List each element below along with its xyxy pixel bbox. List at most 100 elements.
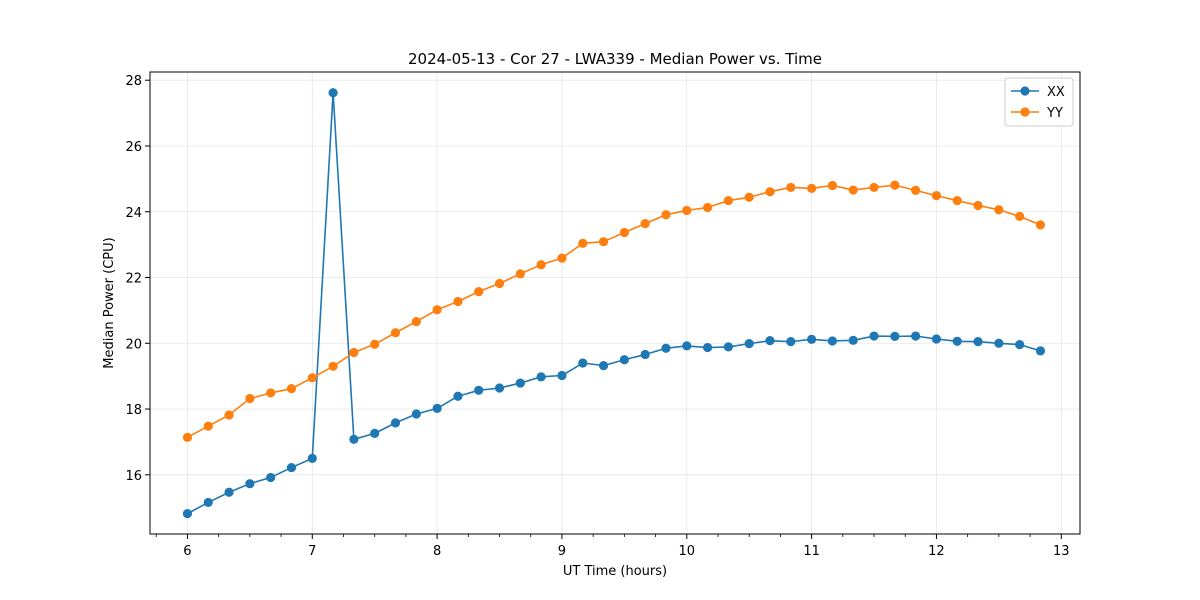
legend: XX YY	[1004, 77, 1074, 127]
data-point-yy	[744, 192, 754, 202]
data-point-xx	[370, 428, 380, 438]
x-tick-label: 7	[308, 544, 316, 559]
data-point-xx	[640, 349, 650, 360]
legend-label: XX	[1047, 85, 1065, 100]
chart-title: 2024-05-13 - Cor 27 - LWA339 - Median Po…	[408, 50, 822, 68]
y-tick-label: 18	[125, 403, 142, 418]
data-point-xx	[723, 342, 733, 352]
plot-frame	[149, 71, 1081, 535]
data-point-yy	[203, 421, 213, 431]
data-point-yy	[432, 305, 442, 315]
data-point-yy	[245, 393, 255, 404]
data-point-yy	[494, 278, 505, 289]
data-point-yy	[307, 373, 317, 383]
x-tick-label: 6	[183, 544, 191, 559]
y-axis-label: Median Power (CPU)	[102, 237, 117, 368]
data-point-xx	[494, 383, 505, 393]
data-point-yy	[911, 185, 921, 195]
x-tick-label: 12	[928, 544, 945, 559]
legend-item-xx: XX	[1011, 85, 1065, 100]
data-point-xx	[307, 453, 317, 463]
y-tick-label: 22	[125, 272, 142, 287]
data-point-yy	[515, 269, 525, 279]
data-point-xx	[453, 391, 463, 401]
data-point-yy	[723, 195, 733, 206]
data-point-xx	[182, 509, 193, 519]
data-point-xx	[848, 335, 858, 345]
data-point-xx	[994, 338, 1004, 348]
x-tick-label: 8	[433, 544, 441, 559]
data-point-yy	[557, 253, 567, 263]
x-tick-label: 11	[803, 544, 820, 559]
data-point-xx	[973, 337, 983, 347]
x-axis-label: UT Time (hours)	[563, 564, 667, 579]
data-point-yy	[786, 182, 796, 193]
data-point-xx	[890, 331, 900, 341]
data-point-yy	[807, 183, 817, 194]
data-point-yy	[578, 238, 588, 248]
grid	[150, 72, 1080, 534]
data-point-xx	[765, 336, 775, 346]
data-point-xx	[266, 472, 276, 483]
data-point-yy	[453, 296, 463, 307]
data-point-xx	[578, 358, 588, 368]
data-point-yy	[765, 187, 775, 197]
legend-item-yy: YY	[1011, 106, 1063, 121]
data-point-yy	[994, 205, 1004, 215]
data-point-xx	[328, 88, 338, 98]
axes: 6 7 8 9 10 11 12 13 16 18 20 22 24 26 28	[125, 74, 1069, 559]
data-point-xx	[245, 479, 255, 489]
x-tick-label: 13	[1053, 544, 1070, 559]
y-tick-label: 20	[125, 337, 142, 352]
data-point-xx	[224, 487, 234, 497]
series-yy	[182, 180, 1046, 442]
series-xx	[182, 88, 1046, 519]
data-point-yy	[224, 410, 234, 420]
x-tick-label: 9	[558, 544, 566, 559]
data-point-yy	[266, 388, 276, 398]
data-point-yy	[619, 227, 629, 238]
data-point-xx	[661, 343, 671, 353]
data-point-yy	[370, 339, 380, 349]
data-point-yy	[640, 218, 650, 229]
data-point-yy	[973, 200, 983, 211]
data-point-yy	[848, 185, 858, 195]
data-point-yy	[536, 260, 546, 270]
data-point-yy	[349, 347, 359, 358]
legend-swatch-marker	[1020, 86, 1030, 96]
data-point-xx	[807, 334, 817, 344]
data-point-yy	[661, 210, 671, 220]
data-point-xx	[390, 418, 401, 428]
data-point-xx	[203, 497, 213, 508]
y-tick-label: 28	[125, 74, 142, 89]
data-point-xx	[474, 385, 484, 395]
data-point-yy	[182, 432, 193, 442]
x-tick-label: 10	[679, 544, 696, 559]
data-point-xx	[536, 372, 546, 382]
data-point-xx	[682, 341, 692, 351]
data-point-xx	[619, 355, 629, 365]
data-point-xx	[702, 342, 713, 353]
data-point-yy	[952, 195, 962, 206]
data-point-xx	[598, 361, 609, 371]
data-point-yy	[474, 287, 484, 297]
data-point-xx	[515, 378, 525, 388]
data-point-xx	[1035, 346, 1046, 356]
data-point-xx	[869, 331, 879, 341]
data-point-yy	[1015, 211, 1025, 221]
series-layer	[182, 88, 1046, 519]
data-point-xx	[786, 337, 796, 347]
data-point-xx	[952, 336, 962, 346]
data-point-yy	[598, 237, 609, 247]
y-tick-label: 16	[125, 469, 142, 484]
data-point-yy	[411, 316, 421, 327]
data-point-xx	[557, 370, 567, 381]
legend-label: YY	[1046, 106, 1063, 121]
data-point-yy	[827, 180, 838, 191]
data-point-yy	[390, 328, 401, 338]
data-point-yy	[702, 202, 713, 213]
y-tick-label: 26	[125, 140, 142, 155]
data-point-xx	[286, 462, 297, 473]
